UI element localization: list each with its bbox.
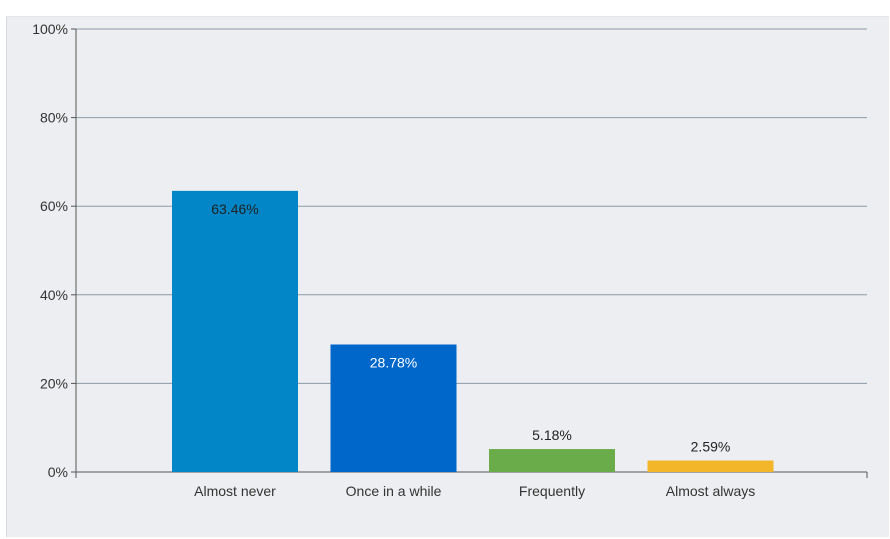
x-axis: Almost never Once in a while Frequently Alm…	[75, 471, 868, 499]
data-label: 63.46%	[211, 201, 258, 217]
x-tick-label: Frequently	[519, 483, 585, 499]
data-label: 2.59%	[691, 439, 731, 455]
y-axis: 0% 20% 40% 60% 80% 100%	[32, 21, 77, 480]
y-tick-label: 100%	[32, 21, 68, 37]
chart-panel: 0% 20% 40% 60% 80% 100% Almost never Once in a…	[6, 16, 889, 537]
y-tick-label: 60%	[40, 198, 68, 214]
y-tick-label: 20%	[40, 375, 68, 391]
y-tick-label: 40%	[40, 287, 68, 303]
bar	[647, 460, 774, 472]
data-label: 5.18%	[532, 427, 572, 443]
x-tick-label: Once in a while	[346, 483, 442, 499]
x-tick-label: Almost never	[194, 483, 276, 499]
bar	[489, 449, 615, 472]
bar	[330, 344, 457, 472]
bar-chart: 0% 20% 40% 60% 80% 100% Almost never Once in a…	[32, 21, 868, 499]
x-tick-label: Almost always	[666, 483, 755, 499]
y-tick-label: 0%	[48, 464, 68, 480]
bars: 63.46% 28.78% 5.18% 2.59%	[172, 190, 774, 472]
bar	[172, 190, 298, 472]
y-tick-label: 80%	[40, 110, 68, 126]
data-label: 28.78%	[370, 355, 417, 371]
